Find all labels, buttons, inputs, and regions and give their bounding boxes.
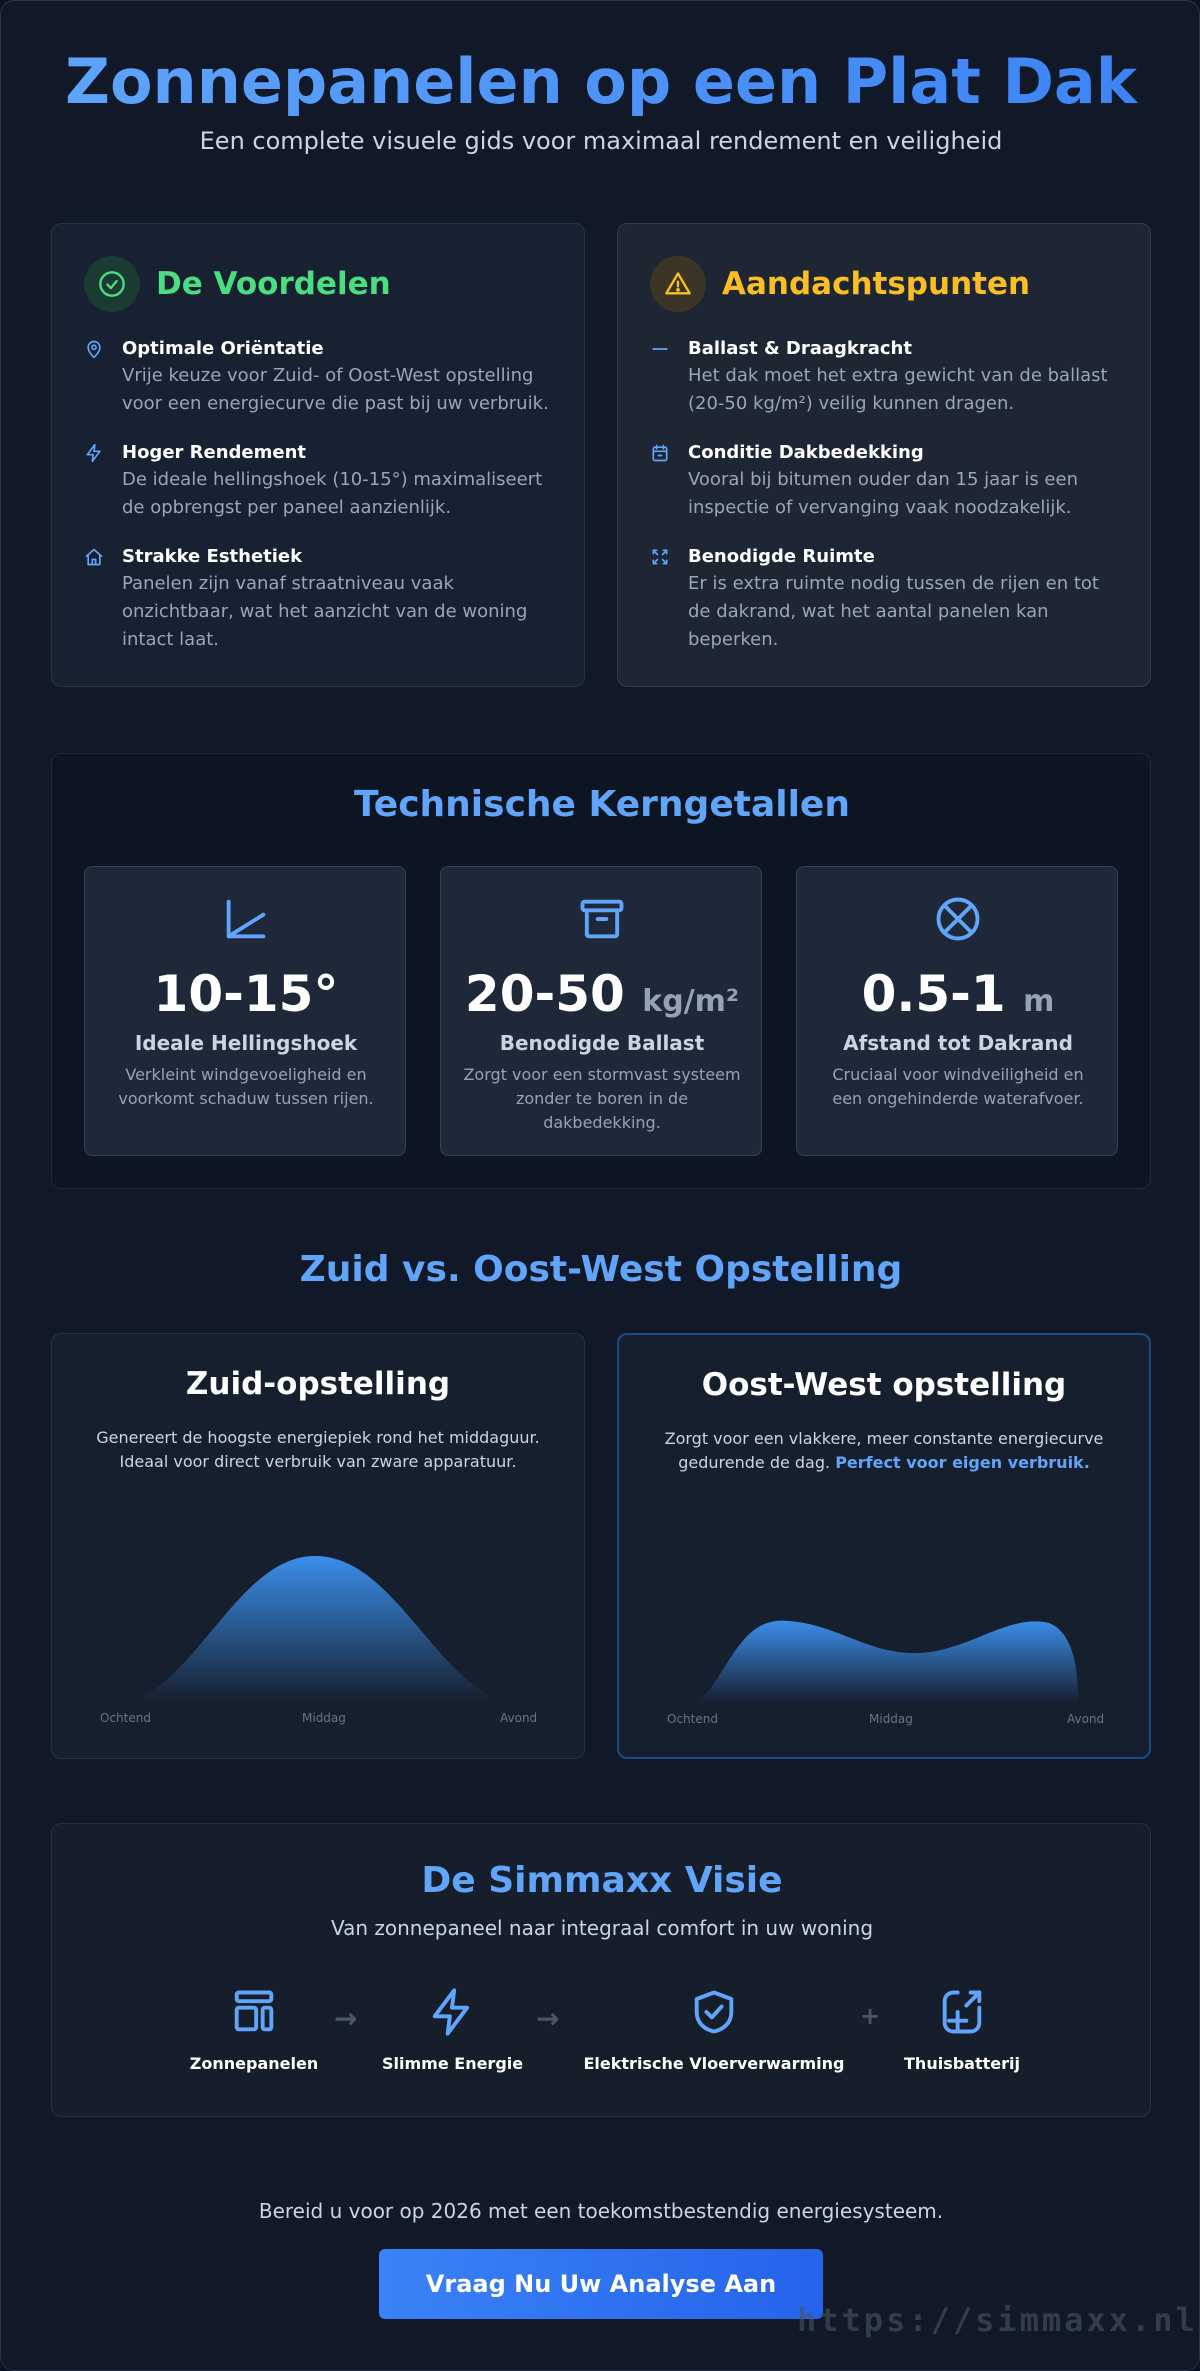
vision-step: Slimme Energie xyxy=(382,1986,524,2073)
stat-label: Ideale Hellingshoek xyxy=(134,1031,358,1055)
voordeel-title: Strakke Esthetiek xyxy=(122,546,303,567)
eastwest-text: Zorgt voor een vlakkere, meer constante … xyxy=(664,1429,1104,1472)
south-title: Zuid-opstelling xyxy=(185,1366,451,1402)
voordeel-title: Optimale Oriëntatie xyxy=(122,338,324,359)
location-pin-icon xyxy=(84,336,110,418)
axis-label-avond: Avond xyxy=(500,1711,538,1725)
vision-subtitle: Van zonnepaneel naar integraal comfort i… xyxy=(330,1916,874,1940)
calendar-icon xyxy=(650,440,676,522)
page-subtitle: Een complete visuele gids voor maximaal … xyxy=(199,127,1003,155)
axis-label-avond: Avond xyxy=(1067,1712,1105,1726)
aandachtspunt-text: Vooral bij bitumen ouder dan 15 jaar is … xyxy=(688,469,1078,518)
stat-text: Cruciaal voor windveiligheid en een onge… xyxy=(832,1065,1084,1108)
axis-label-ochtend: Ochtend xyxy=(100,1711,151,1725)
stat-card-dakrand: 0.5-1 m Afstand tot Dakrand Cruciaal voo… xyxy=(796,866,1118,1156)
stat-label: Benodigde Ballast xyxy=(499,1031,705,1055)
stat-text: Zorgt voor een stormvast systeem zonder … xyxy=(463,1065,741,1132)
vision-separator: → xyxy=(334,2002,358,2035)
voordeel-item: Strakke Esthetiek Panelen zijn vanaf str… xyxy=(84,544,554,654)
voordelen-card: De Voordelen Optimale Oriëntatie Vrije k… xyxy=(51,223,585,687)
stat-value: 10-15° xyxy=(153,965,339,1023)
south-card: Zuid-opstelling Genereert de hoogste ene… xyxy=(51,1333,585,1759)
aandachtspunten-header: Aandachtspunten xyxy=(650,256,1030,312)
vision-step-label: Thuisbatterij xyxy=(904,2054,1020,2073)
cross-circle-icon xyxy=(932,893,984,949)
vision-step-label: Slimme Energie xyxy=(382,2054,524,2073)
aandachtspunt-text: Het dak moet het extra gewicht van de ba… xyxy=(688,365,1108,414)
tech-section: Technische Kerngetallen 10-15° Ideale He… xyxy=(51,753,1151,1189)
aandachtspunt-title: Benodigde Ruimte xyxy=(688,546,875,567)
warning-triangle-icon xyxy=(650,256,706,312)
lightning-icon xyxy=(84,440,110,522)
aandachtspunt-text: Er is extra ruimte nodig tussen de rijen… xyxy=(688,573,1099,650)
stat-card-ballast: 20-50 kg/m² Benodigde Ballast Zorgt voor… xyxy=(440,866,762,1156)
voordeel-item: Optimale Oriëntatie Vrije keuze voor Zui… xyxy=(84,336,554,418)
tech-title: Technische Kerngetallen xyxy=(354,784,850,825)
eastwest-title: Oost-West opstelling xyxy=(701,1367,1067,1403)
watermark-url: https://simmaxx.nl xyxy=(797,2301,1198,2339)
vision-step: Elektrische Vloerverwarming xyxy=(582,1986,846,2073)
archive-box-icon xyxy=(576,893,628,949)
eastwest-curve xyxy=(697,1620,1079,1703)
vision-step-label: Zonnepanelen xyxy=(189,2054,319,2073)
voordeel-text: Panelen zijn vanaf straatniveau vaak onz… xyxy=(122,573,528,650)
voordeel-text: De ideale hellingshoek (10-15°) maximali… xyxy=(122,469,543,518)
cta-text: Bereid u voor op 2026 met een toekomstbe… xyxy=(258,2199,944,2223)
voordeel-title: Hoger Rendement xyxy=(122,442,307,463)
battery-plus-icon xyxy=(936,1986,988,2042)
aandachtspunten-title: Aandachtspunten xyxy=(722,266,1031,302)
vision-step: Thuisbatterij xyxy=(892,1986,1032,2073)
request-analysis-button[interactable]: Vraag Nu Uw Analyse Aan xyxy=(379,2249,823,2319)
compare-title: Zuid vs. Oost-West Opstelling xyxy=(299,1249,903,1290)
page-title: Zonnepanelen op een Plat Dak xyxy=(1,45,1199,118)
vision-separator: + xyxy=(860,2002,881,2030)
aandachtspunt-title: Conditie Dakbedekking xyxy=(688,442,924,463)
eastwest-highlight: Perfect voor eigen verbruik. xyxy=(835,1453,1090,1472)
voordeel-text: Vrije keuze voor Zuid- of Oost-West opst… xyxy=(122,365,549,414)
expand-icon xyxy=(650,544,676,654)
dash-icon xyxy=(650,336,676,418)
solar-panel-icon xyxy=(228,1986,280,2042)
aandachtspunten-card: Aandachtspunten Ballast & Draagkracht He… xyxy=(617,223,1151,687)
voordeel-item: Hoger Rendement De ideale hellingshoek (… xyxy=(84,440,554,522)
vision-separator: → xyxy=(536,2002,560,2035)
aandachtspunt-item: Conditie Dakbedekking Vooral bij bitumen… xyxy=(650,440,1120,522)
vision-section: De Simmaxx Visie Van zonnepaneel naar in… xyxy=(51,1823,1151,2117)
vision-title: De Simmaxx Visie xyxy=(421,1860,783,1901)
axis-label-middag: Middag xyxy=(869,1712,913,1726)
axis-label-middag: Middag xyxy=(302,1711,346,1725)
aandachtspunt-item: Ballast & Draagkracht Het dak moet het e… xyxy=(650,336,1120,418)
stat-text: Verkleint windgevoeligheid en voorkomt s… xyxy=(118,1065,374,1108)
stat-card-hellingshoek: 10-15° Ideale Hellingshoek Verkleint win… xyxy=(84,866,406,1156)
stat-value: 20-50 kg/m² xyxy=(464,965,740,1023)
stat-unit: m xyxy=(1023,984,1055,1019)
stat-unit: kg/m² xyxy=(642,984,740,1019)
stat-value: 0.5-1 m xyxy=(861,965,1055,1023)
check-circle-icon xyxy=(84,256,140,312)
south-text: Genereert de hoogste energiepiek rond he… xyxy=(96,1428,540,1471)
vision-step: Zonnepanelen xyxy=(188,1986,320,2073)
angle-icon xyxy=(220,893,272,949)
vision-step-label: Elektrische Vloerverwarming xyxy=(583,2054,845,2073)
eastwest-card: Oost-West opstelling Zorgt voor een vlak… xyxy=(617,1333,1151,1759)
south-curve xyxy=(132,1555,502,1702)
shield-check-icon xyxy=(688,1986,740,2042)
voordelen-header: De Voordelen xyxy=(84,256,391,312)
home-icon xyxy=(84,544,110,654)
axis-label-ochtend: Ochtend xyxy=(667,1712,718,1726)
aandachtspunt-item: Benodigde Ruimte Er is extra ruimte nodi… xyxy=(650,544,1120,654)
stat-label: Afstand tot Dakrand xyxy=(843,1031,1073,1055)
lightning-icon xyxy=(426,1986,478,2042)
voordelen-title: De Voordelen xyxy=(156,266,391,302)
aandachtspunt-title: Ballast & Draagkracht xyxy=(688,338,912,359)
